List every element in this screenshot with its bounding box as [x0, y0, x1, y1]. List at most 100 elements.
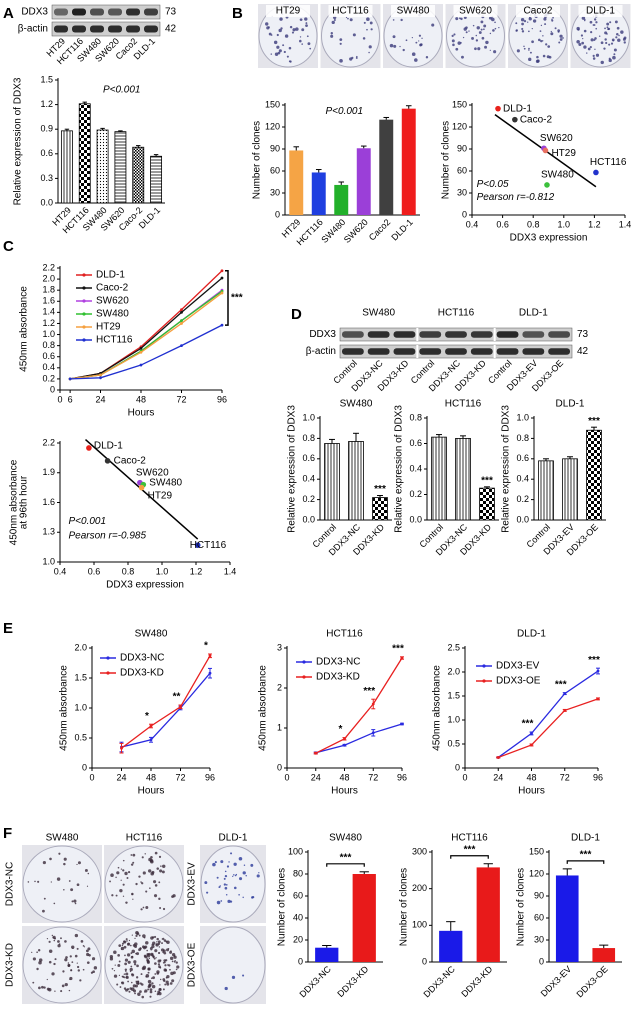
scatter-point [593, 169, 599, 176]
plate-label-bg [391, 5, 435, 17]
colony [370, 28, 373, 31]
colony [127, 942, 130, 945]
line-marker [180, 319, 183, 323]
x-tick-label: 1.4 [224, 566, 237, 576]
colony [528, 57, 532, 62]
colony [305, 22, 308, 25]
y-tick-label: 0.6 [302, 453, 315, 463]
colony [86, 961, 90, 965]
bar [479, 487, 495, 521]
chart-title: DLD-1 [571, 833, 600, 844]
colony [478, 31, 482, 34]
colony [157, 940, 161, 944]
colony [125, 972, 129, 976]
colony [476, 26, 480, 30]
colony [67, 962, 70, 964]
plate-row-label: DDX3-NC [5, 862, 16, 906]
bar [555, 875, 579, 962]
colony [576, 39, 580, 44]
colony [174, 959, 176, 962]
plate-row-label: DDX3-KD [5, 943, 16, 987]
bar [592, 948, 616, 962]
colony [480, 28, 483, 31]
x-tick-label: 0.4 [54, 566, 67, 576]
legend-marker [302, 660, 306, 664]
y-tick-label: 0 [50, 384, 55, 394]
colony [76, 965, 80, 969]
blot-size-label: 73 [165, 7, 177, 18]
y-tick-label: 2.5 [447, 642, 460, 652]
colony [609, 21, 612, 24]
colony [58, 943, 61, 945]
colony [42, 909, 45, 913]
colony [595, 27, 598, 30]
significance: *** [522, 719, 534, 730]
scatter-point [495, 105, 501, 112]
colony [131, 892, 134, 896]
colony [405, 39, 408, 42]
x-tick-label: 96 [593, 772, 603, 782]
colony [419, 43, 423, 46]
colony [127, 960, 131, 964]
x-tick-label: DDX3-NC [421, 964, 457, 1000]
line-marker [139, 363, 143, 367]
colony [623, 36, 627, 40]
blot-band [419, 348, 442, 355]
colony [158, 855, 162, 858]
colony [224, 886, 228, 890]
point-label: Caco-2 [520, 114, 553, 125]
colony [154, 851, 158, 855]
scatter-point [104, 458, 111, 464]
colony [139, 990, 142, 993]
colony [562, 37, 564, 39]
colony [306, 35, 309, 38]
colony [415, 41, 418, 44]
colony [465, 26, 468, 29]
colony [592, 54, 595, 57]
colony [558, 41, 561, 44]
plate-label-bg [328, 5, 373, 17]
y-tick-label: 150 [452, 99, 467, 109]
y-tick-label: 1.5 [447, 690, 460, 700]
colony [224, 986, 228, 991]
colony [277, 51, 281, 55]
colony [489, 49, 491, 51]
y-tick-label: 30 [457, 187, 467, 197]
colony [590, 31, 593, 34]
colony [305, 24, 308, 27]
colony [166, 948, 170, 952]
colony [124, 968, 128, 971]
colony [610, 42, 614, 45]
colony [242, 974, 245, 977]
line-marker [220, 269, 224, 273]
blot-band [496, 348, 519, 355]
colony [548, 55, 552, 59]
x-axis-label: Hours [138, 786, 165, 797]
colony [218, 886, 221, 889]
colony [142, 906, 145, 909]
colony [144, 945, 148, 949]
y-tick-label: 0 [455, 762, 460, 772]
y-tick-label: 0 [462, 209, 467, 219]
y-axis-label: Relative expression of DDX3 [287, 405, 298, 533]
colony [129, 967, 133, 972]
annotation: P<0.05 [477, 179, 509, 190]
colony [57, 944, 61, 948]
colony [532, 19, 537, 23]
line-marker [99, 376, 102, 380]
colony [224, 870, 227, 873]
colony [586, 52, 588, 54]
colony [131, 973, 135, 977]
plate-label: DLD-1 [586, 6, 615, 17]
colony [158, 881, 161, 884]
bar [311, 172, 326, 215]
colony [551, 18, 553, 21]
colony [141, 966, 145, 971]
x-tick-label: DLD-1 [389, 217, 414, 242]
colony [245, 875, 247, 877]
colony [299, 36, 302, 38]
colony [128, 939, 131, 942]
colony [168, 964, 171, 967]
colony [600, 60, 604, 65]
colony [46, 938, 49, 940]
